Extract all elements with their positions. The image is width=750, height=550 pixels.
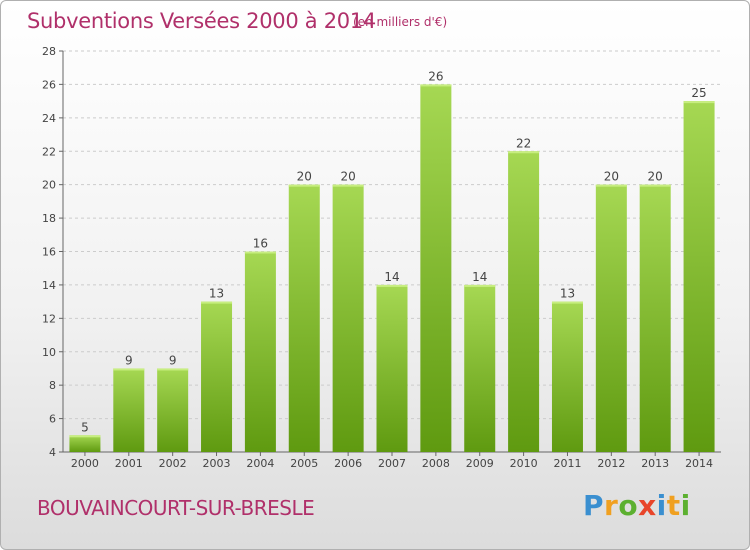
x-tick-label-2002: 2002 — [159, 457, 187, 470]
y-tick-label: 8 — [49, 379, 56, 392]
bar-2002 — [157, 368, 189, 452]
y-tick-label: 18 — [42, 212, 56, 225]
value-label-2008: 26 — [428, 69, 443, 83]
x-tick-label-2000: 2000 — [71, 457, 99, 470]
x-tick-label-2014: 2014 — [685, 457, 713, 470]
y-tick-label: 28 — [42, 45, 56, 58]
y-tick-label: 12 — [42, 312, 56, 325]
x-tick-label-2005: 2005 — [290, 457, 318, 470]
bar-highlight — [595, 184, 627, 187]
bar-2013 — [639, 184, 671, 452]
bar-2007 — [376, 284, 408, 452]
bar-highlight — [464, 284, 496, 287]
x-tick-label-2013: 2013 — [641, 457, 669, 470]
value-label-2011: 13 — [560, 287, 575, 301]
value-label-2002: 9 — [169, 353, 177, 367]
bar-highlight — [420, 84, 452, 87]
bar-2000 — [69, 435, 101, 452]
x-tick-label-2004: 2004 — [246, 457, 274, 470]
bar-highlight — [332, 184, 364, 187]
y-tick-label: 22 — [42, 145, 56, 158]
x-tick-label-2003: 2003 — [203, 457, 231, 470]
value-label-2014: 25 — [691, 86, 706, 100]
bar-2005 — [288, 184, 320, 452]
value-label-2000: 5 — [81, 420, 89, 434]
bar-highlight — [201, 301, 233, 304]
value-label-2005: 20 — [297, 170, 312, 184]
bar-layer — [69, 84, 715, 453]
bar-highlight — [244, 251, 276, 254]
chart-unit-subtitle: (en milliers d'€) — [353, 15, 448, 29]
y-tick-label: 6 — [49, 413, 56, 426]
bar-highlight — [376, 284, 408, 287]
bar-highlight — [288, 184, 320, 187]
y-tick-label: 24 — [42, 112, 56, 125]
y-tick-label: 14 — [42, 279, 56, 292]
bar-highlight — [683, 101, 715, 104]
bar-2012 — [595, 184, 627, 452]
x-tick-label-2012: 2012 — [597, 457, 625, 470]
value-label-2013: 20 — [648, 170, 663, 184]
bar-2001 — [113, 368, 145, 452]
bar-highlight — [639, 184, 671, 187]
bar-highlight — [508, 151, 540, 154]
bar-2003 — [201, 301, 233, 452]
bar-highlight — [157, 368, 189, 371]
x-tick-label-2007: 2007 — [378, 457, 406, 470]
value-label-2003: 13 — [209, 287, 224, 301]
x-tick-label-2010: 2010 — [510, 457, 538, 470]
x-tick-label-2001: 2001 — [115, 457, 143, 470]
bar-2010 — [508, 151, 540, 452]
proxiti-logo[interactable]: Proxiti — [583, 489, 691, 522]
y-tick-label: 26 — [42, 78, 56, 91]
y-tick-label: 16 — [42, 246, 56, 259]
x-tick-label-2006: 2006 — [334, 457, 362, 470]
value-label-2007: 14 — [384, 270, 399, 284]
bar-2004 — [244, 251, 276, 452]
bar-2006 — [332, 184, 364, 452]
bar-2009 — [464, 284, 496, 452]
chart-title: Subventions Versées 2000 à 2014 — [27, 9, 376, 33]
label-layer: 5 2000 9 2001 9 2002 13 2003 16 2004 20 2005 20 2006 1… — [71, 69, 713, 470]
y-tick-label: 4 — [49, 446, 56, 459]
value-label-2010: 22 — [516, 136, 531, 150]
x-tick-label-2011: 2011 — [553, 457, 581, 470]
y-tick-label: 20 — [42, 179, 56, 192]
bar-2011 — [551, 301, 583, 452]
x-tick-label-2009: 2009 — [466, 457, 494, 470]
value-label-2001: 9 — [125, 353, 133, 367]
bar-2014 — [683, 101, 715, 452]
value-label-2004: 16 — [253, 237, 268, 251]
bar-2008 — [420, 84, 452, 453]
commune-name: BOUVAINCOURT-SUR-BRESLE — [37, 496, 315, 520]
x-tick-label-2008: 2008 — [422, 457, 450, 470]
y-tick-label: 10 — [42, 346, 56, 359]
bar-highlight — [551, 301, 583, 304]
value-label-2012: 20 — [604, 170, 619, 184]
bar-highlight — [69, 435, 101, 438]
bar-highlight — [113, 368, 145, 371]
value-label-2009: 14 — [472, 270, 487, 284]
value-label-2006: 20 — [340, 170, 355, 184]
